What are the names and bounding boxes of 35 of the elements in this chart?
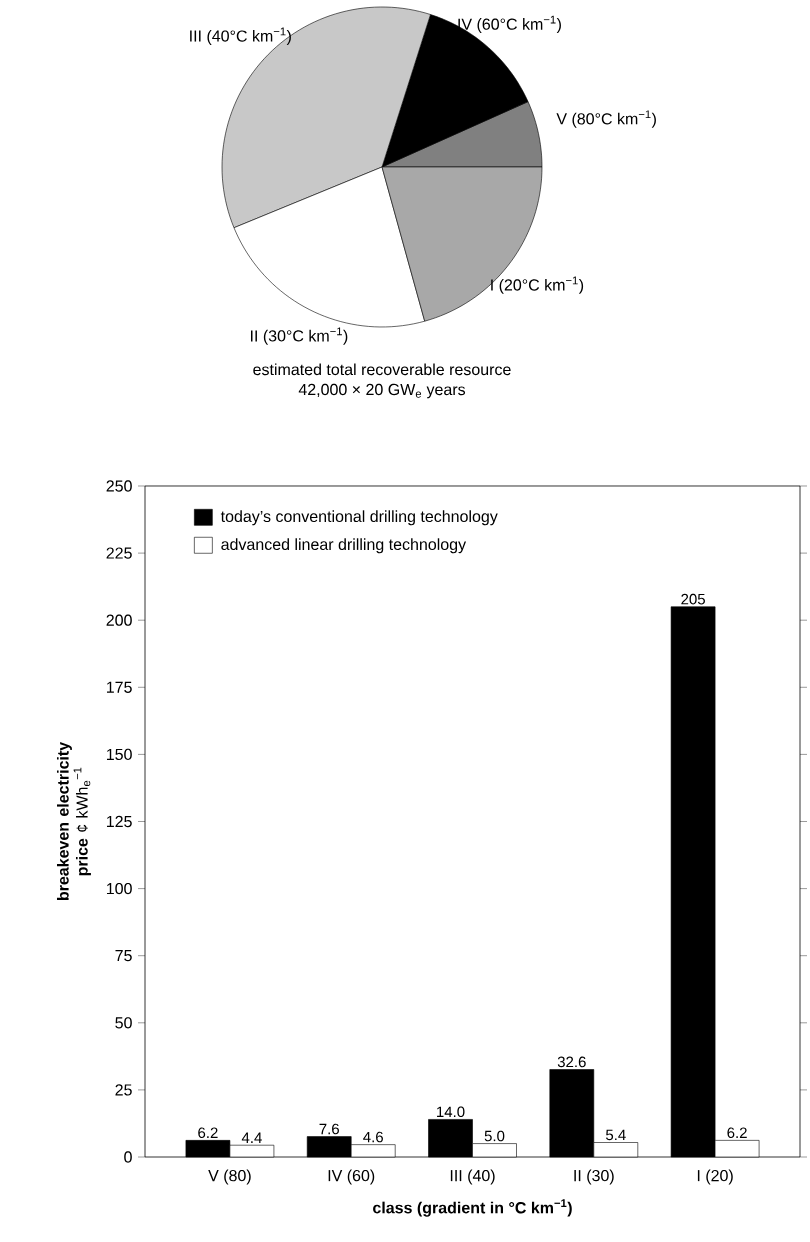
text: estimated total recoverable resource	[253, 363, 511, 376]
slice-label: II (30°C km$^{−1}$)	[251, 327, 348, 345]
x-axis-title: class (gradient in °C km$^{−1}$)	[373, 1199, 572, 1217]
y-tick-label: 50	[115, 1017, 132, 1029]
data-label: 5.0	[484, 1130, 505, 1142]
x-tick-label: I (20)	[697, 1169, 733, 1185]
y-tick-label: 200	[106, 614, 132, 626]
data-label: 5.4	[605, 1129, 626, 1141]
y-tick-label: 125	[106, 815, 132, 828]
legend-label: today’s conventional drilling technology	[220, 510, 498, 526]
data-label: 32.6	[557, 1056, 586, 1068]
data-label: 205	[681, 593, 705, 605]
slice-label: I (20°C km$^{−1}$)	[491, 276, 584, 294]
y-tick-label: 175	[106, 681, 132, 693]
y-tick-label: 225	[106, 547, 132, 559]
y-tick-label: 100	[106, 882, 132, 895]
legend-label: advanced linear drilling technology	[221, 538, 467, 554]
data-label: 14.0	[437, 1106, 465, 1118]
slice-label: III (40°C km$^{−1}$)	[190, 27, 291, 45]
y-tick-label: 25	[115, 1084, 132, 1096]
y-tick-label: 250	[106, 480, 132, 492]
y-tick-label: 0	[124, 1151, 132, 1163]
x-tick-label: IV (60)	[328, 1169, 375, 1185]
x-tick-label: II (30)	[574, 1169, 614, 1185]
data-label: 7.6	[319, 1123, 339, 1135]
data-label: 6.2	[198, 1127, 218, 1139]
data-label: 4.6	[363, 1131, 383, 1143]
y-tick-label: 75	[115, 950, 132, 962]
slice-label: V (80°C km$^{−1}$)	[556, 110, 656, 128]
data-label: 4.4	[241, 1132, 262, 1143]
y-tick-label: 150	[106, 748, 132, 761]
data-label: 6.2	[727, 1127, 747, 1139]
text: 42,000 × 20 GW$_{e}$ years	[298, 383, 466, 399]
x-tick-label: V (80)	[208, 1169, 251, 1185]
x-tick-label: III (40)	[450, 1169, 495, 1185]
